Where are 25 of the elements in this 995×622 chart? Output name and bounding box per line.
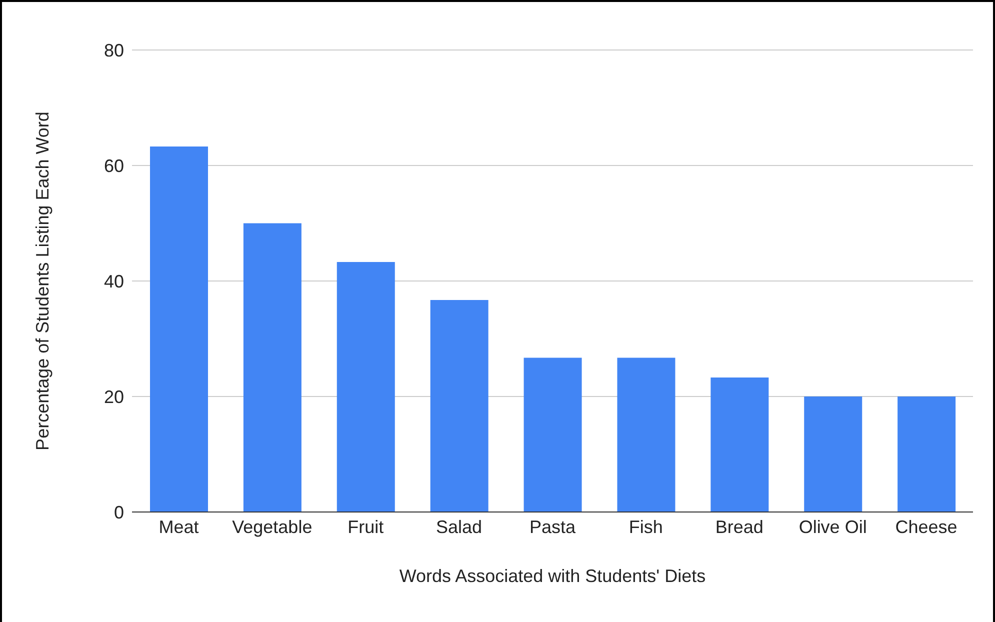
- x-tick-label: Salad: [436, 516, 482, 537]
- y-axis-title: Percentage of Students Listing Each Word: [32, 112, 52, 450]
- y-tick-label: 0: [114, 502, 124, 522]
- bar: [150, 146, 208, 512]
- bar: [898, 396, 956, 512]
- bar: [804, 396, 862, 512]
- x-tick-label: Meat: [158, 516, 199, 537]
- bar: [524, 358, 582, 512]
- x-tick-label: Cheese: [895, 516, 958, 537]
- x-tick-label: Pasta: [529, 516, 576, 537]
- x-tick-label: Fruit: [348, 516, 384, 537]
- x-tick-label: Bread: [715, 516, 764, 537]
- bar: [243, 223, 302, 512]
- x-tick-label: Vegetable: [232, 516, 312, 537]
- x-tick-label: Fish: [628, 516, 663, 537]
- y-tick-label: 60: [104, 156, 124, 176]
- bar: [430, 300, 488, 512]
- x-tick-label: Olive Oil: [798, 516, 867, 537]
- y-tick-label: 40: [104, 271, 124, 292]
- y-tick-label: 20: [104, 386, 124, 407]
- bar: [710, 377, 769, 512]
- y-tick-label: 80: [104, 40, 124, 60]
- x-axis-title: Words Associated with Students' Diets: [399, 566, 706, 586]
- bar: [617, 358, 676, 512]
- bar: [336, 262, 395, 512]
